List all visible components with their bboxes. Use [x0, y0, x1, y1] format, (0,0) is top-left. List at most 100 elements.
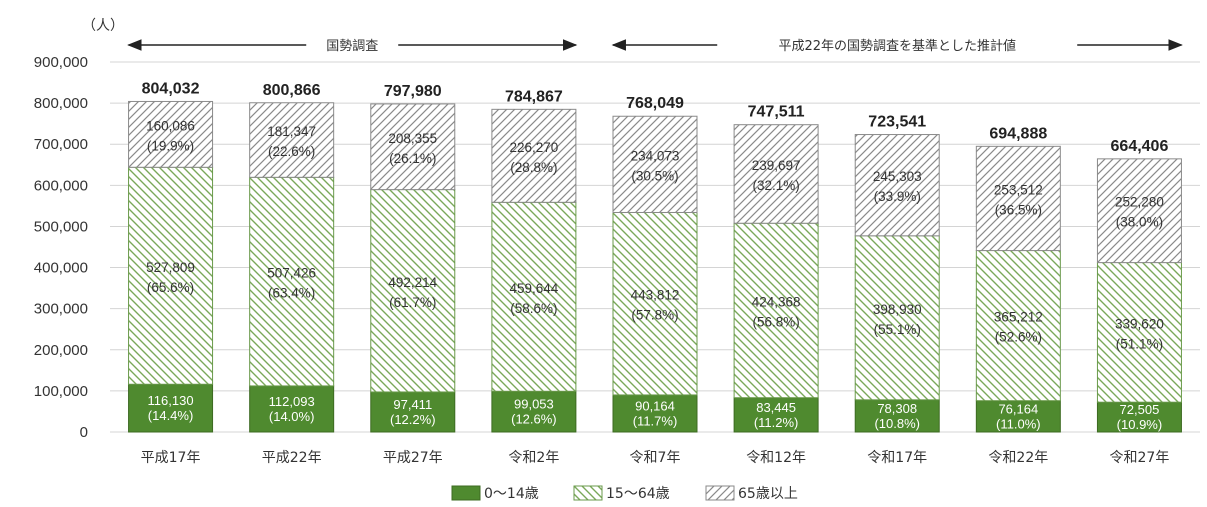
- segment-percent-label: (58.6%): [510, 301, 557, 316]
- legend: 0～14歳 15～64歳 65歳以上: [451, 485, 798, 502]
- y-axis-ticks: 900,000 800,000 700,000 600,000 500,000 400,0…: [34, 54, 88, 441]
- bar-segment-age-15-64: [249, 176, 335, 387]
- bar-segment-age-0-14: [1096, 401, 1182, 433]
- x-tick-label: 令和17年: [867, 450, 927, 466]
- period-bands: 国勢調査 平成22年の国勢調査を基準とした推計値: [127, 38, 1183, 54]
- bar-segment-age-0-14: [854, 399, 940, 433]
- bar-segment-age-0-14: [612, 394, 698, 433]
- segment-value-label: 99,053: [514, 397, 554, 412]
- segment-value-label: 365,212: [994, 310, 1043, 325]
- total-label: 747,511: [748, 104, 805, 121]
- legend-label: 15～64歳: [606, 486, 670, 502]
- y-tick-label: 200,000: [34, 342, 88, 359]
- segment-percent-label: (12.6%): [511, 412, 557, 427]
- x-axis-ticks: 平成17年 平成22年 平成27年 令和2年 令和7年 令和12年 令和17年 令和22年 令和…: [141, 450, 1170, 466]
- bar-segment-age-65-plus: [1096, 158, 1182, 264]
- segment-percent-label: (30.5%): [631, 168, 678, 183]
- segment-value-label: 239,697: [752, 158, 801, 173]
- segment-value-label: 339,620: [1115, 316, 1164, 331]
- bar-segment-age-15-64: [612, 211, 698, 396]
- segment-percent-label: (10.8%): [874, 416, 920, 431]
- bar-segment-age-0-14: [370, 391, 456, 433]
- y-tick-label: 400,000: [34, 260, 88, 277]
- total-label: 800,866: [263, 82, 321, 99]
- segment-percent-label: (63.4%): [268, 286, 315, 301]
- bars: [128, 100, 1182, 433]
- bar-segment-age-0-14: [733, 397, 819, 433]
- y-tick-label: 100,000: [34, 383, 88, 400]
- segment-percent-label: (57.8%): [631, 308, 678, 323]
- y-tick-label: 300,000: [34, 301, 88, 318]
- bar-segment-age-15-64: [491, 201, 577, 392]
- segment-percent-label: (36.5%): [995, 202, 1042, 217]
- segment-percent-label: (10.9%): [1117, 417, 1163, 432]
- bar-segment-age-0-14: [128, 383, 214, 433]
- segment-value-label: 83,445: [756, 400, 796, 415]
- y-tick-label: 700,000: [34, 136, 88, 153]
- bar-segment-age-15-64: [1096, 262, 1182, 403]
- segment-percent-label: (11.7%): [633, 413, 678, 428]
- bar-segment-age-15-64: [854, 235, 940, 401]
- legend-label: 0～14歳: [484, 486, 539, 502]
- x-tick-label: 令和22年: [988, 450, 1048, 466]
- total-label: 804,032: [142, 80, 200, 97]
- legend-swatch: [705, 485, 735, 501]
- segment-percent-label: (61.7%): [389, 295, 436, 310]
- segment-value-label: 459,644: [509, 281, 558, 296]
- total-label: 723,541: [868, 114, 926, 131]
- segment-percent-label: (22.6%): [268, 144, 315, 159]
- segment-percent-label: (19.9%): [147, 138, 194, 153]
- bar-segment-age-65-plus: [491, 108, 577, 203]
- segment-percent-label: (26.1%): [389, 151, 436, 166]
- y-tick-label: 600,000: [34, 177, 88, 194]
- segment-value-label: 253,512: [994, 182, 1043, 197]
- x-tick-label: 平成17年: [141, 450, 201, 466]
- segment-percent-label: (12.2%): [390, 412, 436, 427]
- segment-value-label: 160,086: [146, 118, 195, 133]
- segment-value-label: 76,164: [998, 401, 1038, 416]
- segment-value-label: 527,809: [146, 260, 195, 275]
- legend-label: 65歳以上: [738, 486, 798, 502]
- segment-percent-label: (65.6%): [147, 280, 194, 295]
- total-label: 797,980: [384, 83, 442, 100]
- bar-segment-age-15-64: [128, 166, 214, 385]
- segment-value-label: 245,303: [873, 169, 922, 184]
- segment-percent-label: (11.0%): [996, 416, 1041, 431]
- segment-value-label: 116,130: [148, 393, 194, 408]
- x-tick-label: 令和2年: [508, 450, 559, 466]
- segment-value-label: 97,411: [393, 397, 432, 412]
- segment-value-label: 208,355: [388, 131, 437, 146]
- bar-segment-age-65-plus: [612, 115, 698, 213]
- y-unit-label: （人）: [82, 18, 124, 34]
- segment-percent-label: (32.1%): [752, 178, 799, 193]
- x-tick-label: 平成27年: [383, 450, 443, 466]
- segment-percent-label: (33.9%): [874, 189, 921, 204]
- segment-value-label: 398,930: [873, 302, 922, 317]
- y-tick-label: 800,000: [34, 95, 88, 112]
- bar-segment-age-15-64: [733, 222, 819, 399]
- bar-segment-age-65-plus: [854, 134, 940, 237]
- segment-value-label: 507,426: [267, 266, 316, 281]
- segment-percent-label: (14.0%): [269, 409, 315, 424]
- segment-percent-label: (38.0%): [1116, 215, 1163, 230]
- y-tick-label: 0: [80, 424, 88, 441]
- legend-swatch: [451, 485, 481, 501]
- segment-value-label: 181,347: [267, 124, 316, 139]
- segment-value-label: 78,308: [877, 401, 917, 416]
- bar-segment-age-65-plus: [733, 124, 819, 224]
- segment-percent-label: (28.8%): [510, 160, 557, 175]
- y-tick-label: 500,000: [34, 218, 88, 235]
- band-label: 平成22年の国勢調査を基準とした推計値: [778, 38, 1016, 54]
- band-label: 国勢調査: [326, 39, 378, 54]
- x-tick-label: 令和12年: [746, 450, 806, 466]
- bar-segment-age-65-plus: [975, 145, 1061, 252]
- total-label: 784,867: [505, 88, 563, 105]
- x-tick-label: 令和7年: [630, 450, 681, 466]
- bar-segment-age-65-plus: [370, 103, 456, 191]
- bar-segment-age-0-14: [249, 385, 335, 433]
- legend-swatch: [573, 485, 603, 501]
- segment-value-label: 112,093: [269, 394, 315, 409]
- total-label: 664,406: [1111, 138, 1169, 155]
- segment-percent-label: (52.6%): [995, 330, 1042, 345]
